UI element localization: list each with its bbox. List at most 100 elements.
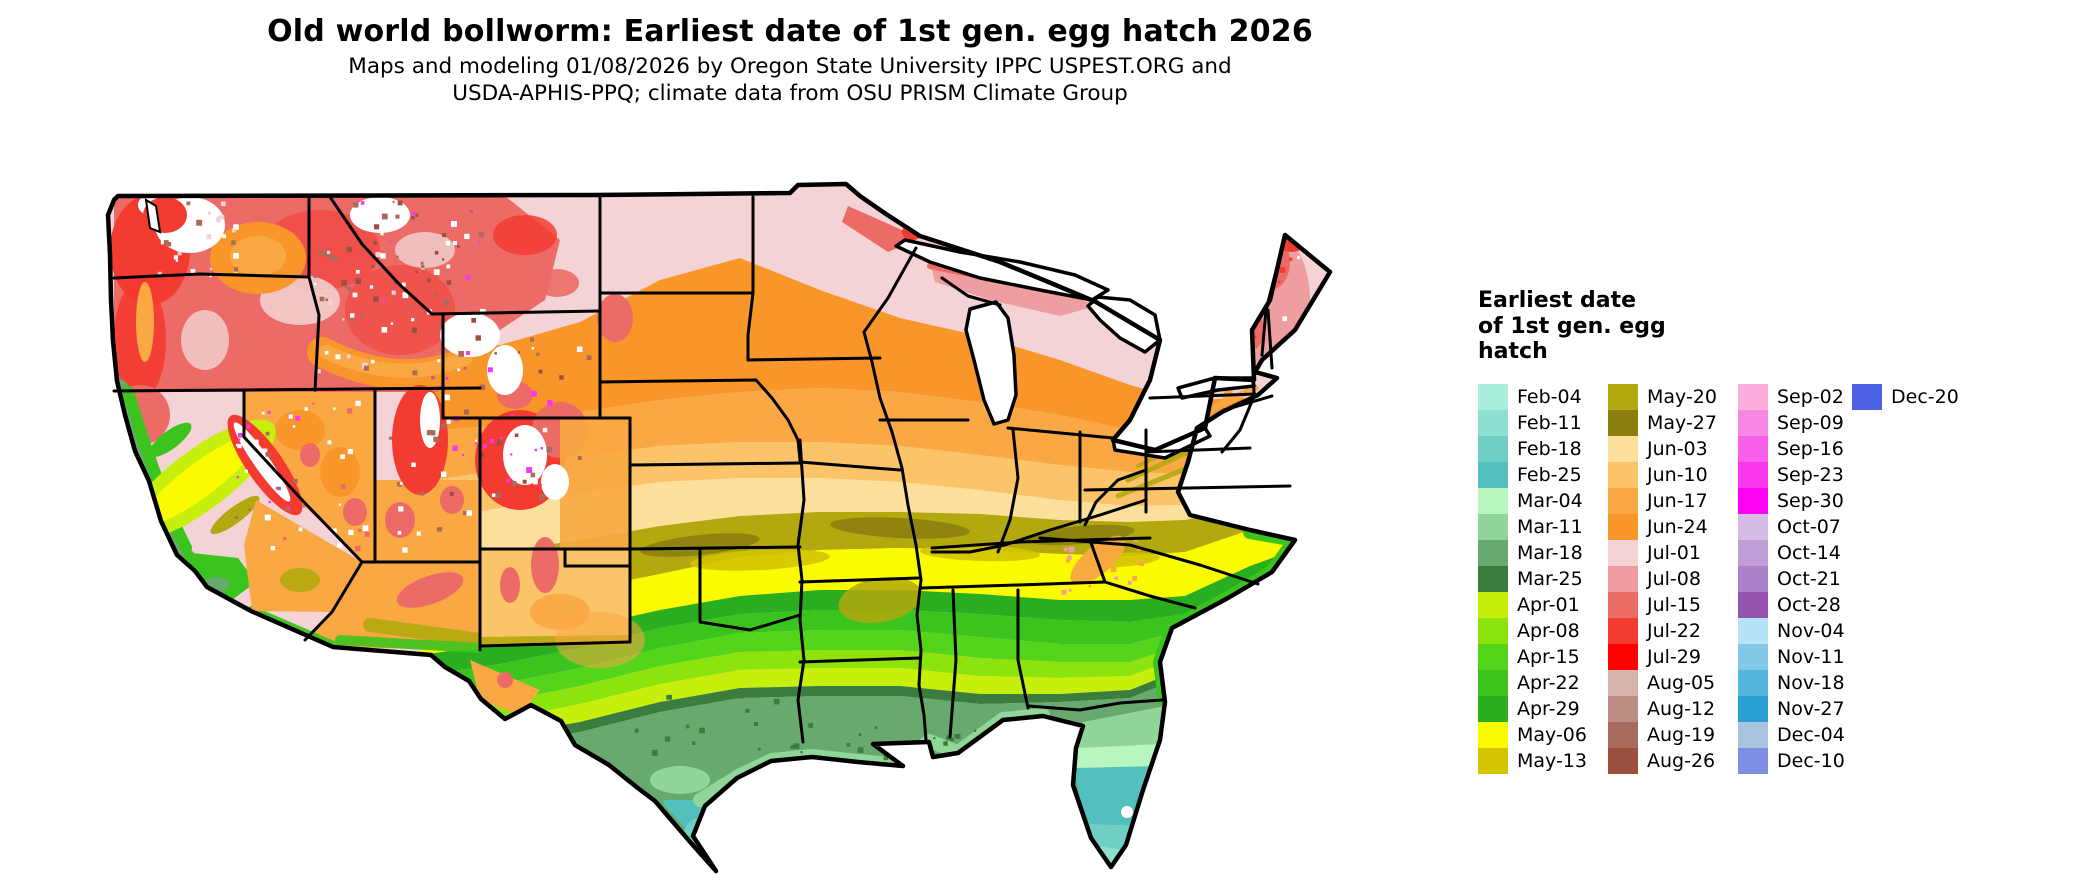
legend-swatch <box>1478 514 1508 540</box>
legend-column: Feb-04 Feb-11 Feb-18 Feb-25 Mar-04 Mar-11 Mar-… <box>1478 384 1587 774</box>
us-outline <box>105 181 1333 874</box>
legend-entry: Apr-22 <box>1478 670 1587 696</box>
legend-swatch <box>1478 644 1508 670</box>
legend-entry: Mar-04 <box>1478 488 1587 514</box>
legend-label: Apr-15 <box>1517 646 1580 668</box>
legend-label: Jul-08 <box>1647 568 1701 590</box>
legend-label: Apr-08 <box>1517 620 1580 642</box>
legend-entry: Jul-22 <box>1608 618 1717 644</box>
legend-swatch <box>1478 410 1508 436</box>
legend-swatch <box>1478 462 1508 488</box>
legend-label: Sep-16 <box>1777 438 1844 460</box>
legend-entry: Feb-04 <box>1478 384 1587 410</box>
legend-label: Nov-27 <box>1777 698 1845 720</box>
legend-label: Apr-29 <box>1517 698 1580 720</box>
legend-swatch <box>1738 514 1768 540</box>
legend-swatch <box>1608 748 1638 774</box>
legend-entry: Jun-17 <box>1608 488 1717 514</box>
legend-label: Jul-01 <box>1647 542 1701 564</box>
legend-swatch <box>1608 722 1638 748</box>
legend-swatch <box>1608 488 1638 514</box>
legend-entry: Feb-18 <box>1478 436 1587 462</box>
legend-swatch <box>1608 696 1638 722</box>
legend-label: Oct-14 <box>1777 542 1841 564</box>
legend-swatch <box>1608 410 1638 436</box>
legend-entry: Apr-01 <box>1478 592 1587 618</box>
legend-swatch <box>1478 696 1508 722</box>
legend-label: Dec-20 <box>1891 386 1959 408</box>
legend-label: Dec-04 <box>1777 724 1845 746</box>
legend-entry: Jul-15 <box>1608 592 1717 618</box>
legend-label: May-27 <box>1647 412 1717 434</box>
legend-label: Aug-26 <box>1647 750 1716 772</box>
legend-entry: Nov-11 <box>1738 644 1845 670</box>
legend-entry: Sep-23 <box>1738 462 1845 488</box>
legend-label: Dec-10 <box>1777 750 1845 772</box>
legend-swatch <box>1478 384 1508 410</box>
legend-column: Dec-20 <box>1852 384 1959 410</box>
header: Old world bollworm: Earliest date of 1st… <box>0 14 1580 106</box>
legend-swatch <box>1738 462 1768 488</box>
legend-entry: Jun-10 <box>1608 462 1717 488</box>
legend-swatch <box>1478 566 1508 592</box>
legend-label: Sep-23 <box>1777 464 1844 486</box>
legend-entry: Aug-05 <box>1608 670 1717 696</box>
legend-label: Jun-10 <box>1647 464 1708 486</box>
legend-label: Nov-18 <box>1777 672 1845 694</box>
legend-label: Aug-19 <box>1647 724 1716 746</box>
subtitle-line-1: Maps and modeling 01/08/2026 by Oregon S… <box>348 54 1232 79</box>
legend-swatch <box>1738 566 1768 592</box>
legend-swatch <box>1608 592 1638 618</box>
legend-swatch <box>1738 410 1768 436</box>
legend-label: Aug-05 <box>1647 672 1716 694</box>
legend-swatch <box>1738 436 1768 462</box>
legend-label: May-13 <box>1517 750 1587 772</box>
legend-swatch <box>1738 748 1768 774</box>
legend-label: Jun-17 <box>1647 490 1708 512</box>
legend-entry: Jun-24 <box>1608 514 1717 540</box>
legend-entry: Feb-25 <box>1478 462 1587 488</box>
legend-entry: Nov-04 <box>1738 618 1845 644</box>
legend-label: Mar-18 <box>1517 542 1583 564</box>
legend-entry: Nov-27 <box>1738 696 1845 722</box>
legend-label: Jul-22 <box>1647 620 1701 642</box>
legend-label: Apr-22 <box>1517 672 1580 694</box>
legend-title-line: of 1st gen. egg <box>1478 313 1666 339</box>
legend-swatch <box>1608 384 1638 410</box>
legend-entry: Sep-30 <box>1738 488 1845 514</box>
legend-entry: Oct-21 <box>1738 566 1845 592</box>
legend-label: Sep-30 <box>1777 490 1844 512</box>
legend-label: Aug-12 <box>1647 698 1716 720</box>
legend-entry: Oct-28 <box>1738 592 1845 618</box>
legend-label: Mar-25 <box>1517 568 1583 590</box>
legend-label: Oct-28 <box>1777 594 1841 616</box>
legend-label: May-06 <box>1517 724 1587 746</box>
legend-label: Feb-11 <box>1517 412 1582 434</box>
legend-entry: Jun-03 <box>1608 436 1717 462</box>
legend-swatch <box>1738 384 1768 410</box>
legend-swatch <box>1738 488 1768 514</box>
legend-entry: May-20 <box>1608 384 1717 410</box>
legend-swatch <box>1738 722 1768 748</box>
legend-swatch <box>1738 670 1768 696</box>
legend-entry: Feb-11 <box>1478 410 1587 436</box>
legend-swatch <box>1608 436 1638 462</box>
legend-entry: Oct-07 <box>1738 514 1845 540</box>
legend-label: Sep-02 <box>1777 386 1844 408</box>
legend-entry: Sep-09 <box>1738 410 1845 436</box>
legend-label: Nov-11 <box>1777 646 1845 668</box>
legend-entry: Apr-15 <box>1478 644 1587 670</box>
legend-entry: May-06 <box>1478 722 1587 748</box>
legend-entry: Aug-12 <box>1608 696 1717 722</box>
legend-entry: Oct-14 <box>1738 540 1845 566</box>
legend-label: Jun-03 <box>1647 438 1708 460</box>
legend-swatch <box>1478 540 1508 566</box>
legend-entry: Dec-04 <box>1738 722 1845 748</box>
legend-label: May-20 <box>1647 386 1717 408</box>
legend-entry: Nov-18 <box>1738 670 1845 696</box>
legend-label: Oct-21 <box>1777 568 1841 590</box>
legend-entry: Mar-25 <box>1478 566 1587 592</box>
legend-label: Jun-24 <box>1647 516 1708 538</box>
legend-entry: May-13 <box>1478 748 1587 774</box>
